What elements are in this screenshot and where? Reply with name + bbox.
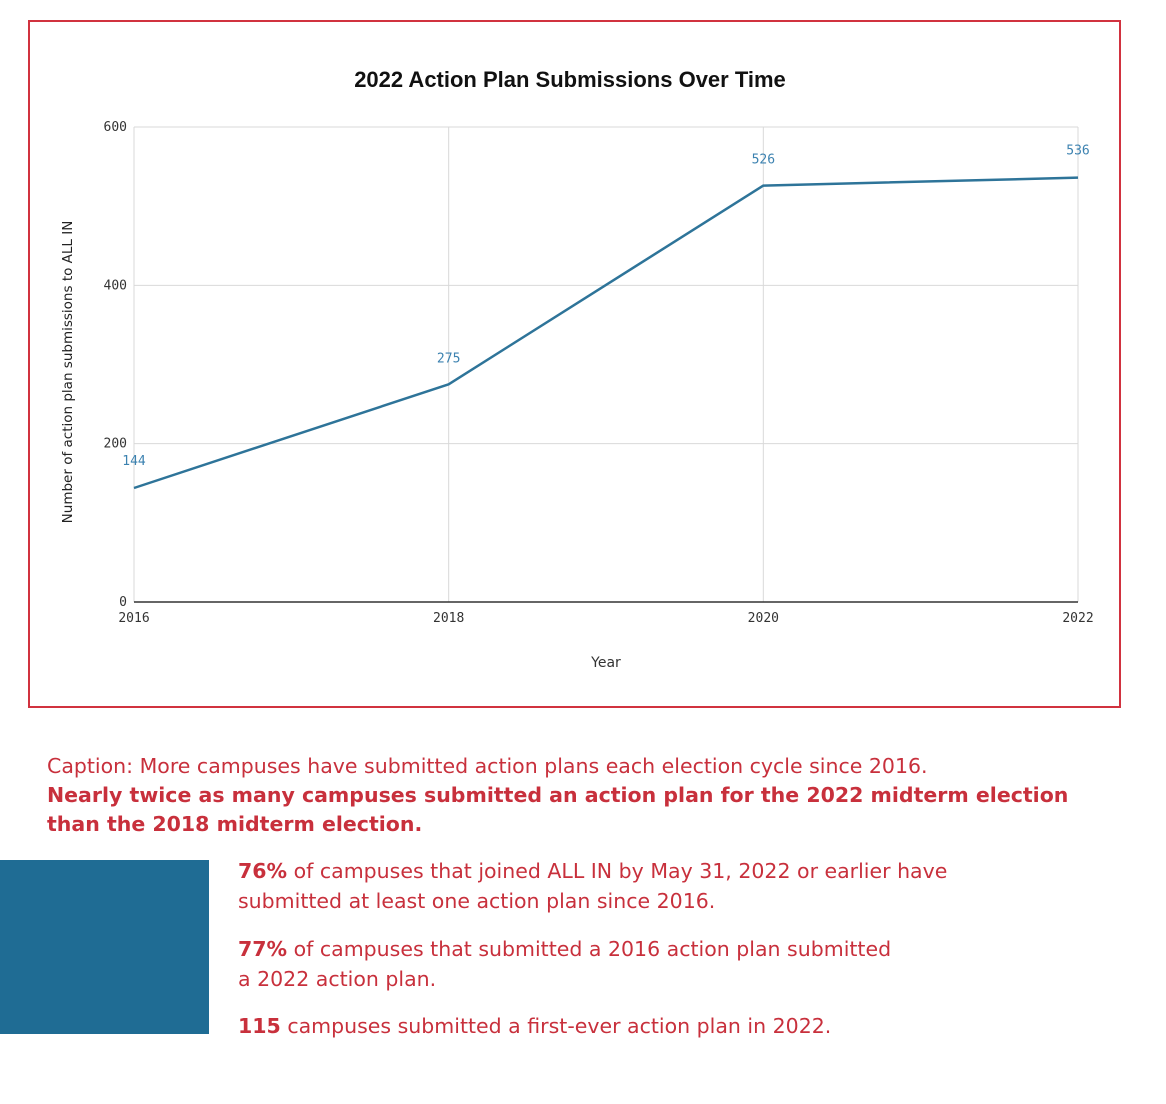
caption-prefix: Caption: <box>47 754 140 778</box>
y-axis-title: Number of action plan submissions to ALL… <box>60 221 76 524</box>
x-axis-title: Year <box>590 655 621 671</box>
series <box>133 176 1079 490</box>
decorative-blue-block <box>0 860 209 1034</box>
stat-item: 77% of campuses that submitted a 2016 ac… <box>238 934 1058 994</box>
x-tick-label: 2018 <box>433 611 464 626</box>
x-tick-label: 2022 <box>1062 611 1093 626</box>
y-tick-label: 200 <box>104 437 127 452</box>
stat-text-line2: submitted at least one action plan since… <box>238 889 716 913</box>
stat-text-line1: campuses submitted a first-ever action p… <box>280 1014 832 1038</box>
caption: Caption: More campuses have submitted ac… <box>47 752 1127 839</box>
caption-body: Nearly twice as many campuses submitted … <box>47 783 1069 836</box>
caption-lead: More campuses have submitted action plan… <box>139 754 928 778</box>
x-tick-label: 2020 <box>748 611 779 626</box>
stat-item: 115 campuses submitted a first-ever acti… <box>238 1011 1058 1041</box>
data-label: 144 <box>122 454 146 469</box>
stat-number: 76% <box>238 859 288 883</box>
y-tick-label: 600 <box>104 120 127 135</box>
stat-item: 76% of campuses that joined ALL IN by Ma… <box>238 856 1058 916</box>
data-label: 275 <box>437 351 460 366</box>
grid <box>133 126 1079 602</box>
data-label: 536 <box>1066 144 1089 159</box>
stat-text-line2: a 2022 action plan. <box>238 967 437 991</box>
data-label: 526 <box>752 153 775 168</box>
y-tick-label: 0 <box>119 595 127 610</box>
y-tick-label: 400 <box>104 278 127 293</box>
chart-title: 2022 Action Plan Submissions Over Time <box>354 67 786 92</box>
series-line <box>133 176 1079 490</box>
stat-text-line1: of campuses that joined ALL IN by May 31… <box>287 859 948 883</box>
stat-number: 115 <box>238 1014 281 1038</box>
axes: 0 200 400 600 2016 2018 2020 2022 <box>104 120 1094 626</box>
stat-number: 77% <box>238 937 288 961</box>
x-tick-label: 2016 <box>118 611 149 626</box>
labels: 144 275 526 536 <box>122 144 1089 469</box>
chart-frame: 0 200 400 600 2016 2018 2020 2022 144 275 526 536 … <box>28 20 1121 708</box>
stat-text-line1: of campuses that submitted a 2016 action… <box>287 937 892 961</box>
